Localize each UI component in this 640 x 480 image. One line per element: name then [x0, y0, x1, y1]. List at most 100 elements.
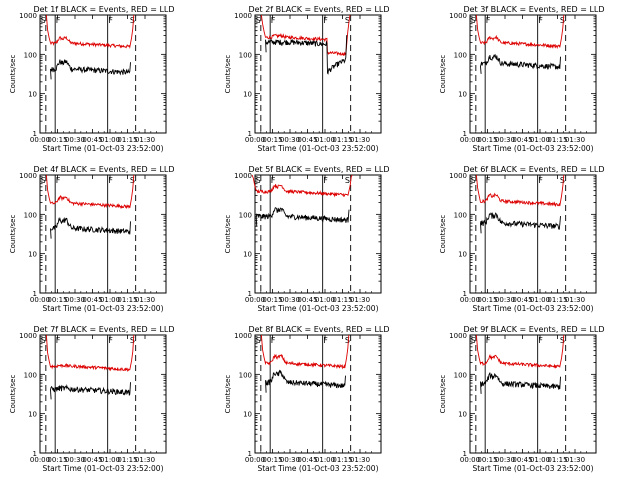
x-tick-label: 00:15 [477, 296, 497, 304]
x-axis-label: Start Time (01-Oct-03 23:52:00) [42, 464, 163, 473]
lld-series-line [475, 14, 565, 50]
y-tick-label: 1000 [19, 172, 37, 180]
x-tick-label: 00:15 [262, 296, 282, 304]
x-tick-label: 01:00 [315, 136, 335, 144]
plot-frame [39, 334, 167, 454]
lld-series-line [475, 174, 565, 208]
x-tick-label: 00:15 [47, 456, 67, 464]
panel-2: Det 2f BLACK = Events, RED = LLD 1 10 100 10… [224, 5, 390, 153]
x-axis-label: Start Time (01-Oct-03 23:52:00) [472, 144, 593, 153]
lld-series-line [260, 14, 351, 57]
x-axis-label: Start Time (01-Oct-03 23:52:00) [42, 144, 163, 153]
lld-series-line [45, 14, 135, 49]
y-tick-label: 1000 [449, 172, 467, 180]
flag-label: S [560, 336, 565, 345]
panel-title: Det 8f BLACK = Events, RED = LLD [248, 325, 389, 334]
x-axis-label: Start Time (01-Oct-03 23:52:00) [257, 144, 378, 153]
x-tick-label: 01:00 [100, 136, 120, 144]
x-tick-label: 00:15 [477, 136, 497, 144]
flag-label: S [471, 176, 476, 185]
x-tick-label: 00:15 [262, 136, 282, 144]
x-tick-label: 01:00 [100, 456, 120, 464]
events-series-line [50, 216, 131, 239]
panel-title: Det 6f BLACK = Events, RED = LLD [463, 165, 604, 174]
x-tick-label: 00:45 [82, 136, 102, 144]
x-tick-label: 00:45 [512, 136, 532, 144]
flag-label: S [41, 176, 46, 185]
x-tick-label: 01:30 [565, 136, 585, 144]
y-tick-label: 10 [28, 251, 37, 259]
panel-6: Det 6f BLACK = Events, RED = LLD 1 10 100 10… [439, 165, 605, 313]
flag-label: F [56, 336, 61, 345]
x-tick-label: 01:00 [530, 136, 550, 144]
lld-series-line [45, 174, 135, 210]
x-tick-label: 00:00 [460, 456, 480, 464]
panel-title: Det 7f BLACK = Events, RED = LLD [33, 325, 174, 334]
y-axis-label: Counts/sec [439, 375, 447, 414]
y-axis-label: Counts/sec [9, 215, 17, 254]
x-tick-label: 00:00 [245, 456, 265, 464]
y-axis-label: Counts/sec [439, 215, 447, 254]
y-tick-label: 1000 [234, 172, 252, 180]
x-tick-label: 00:00 [245, 296, 265, 304]
x-tick-label: 01:15 [332, 456, 352, 464]
y-tick-label: 1 [33, 130, 37, 138]
flag-label: S [560, 176, 565, 185]
x-tick-label: 00:15 [47, 296, 67, 304]
plot-frame [39, 14, 167, 134]
panel-title: Det 5f BLACK = Events, RED = LLD [248, 165, 389, 174]
x-tick-label: 00:30 [65, 456, 85, 464]
x-tick-label: 01:30 [135, 296, 155, 304]
x-tick-label: 00:45 [297, 456, 317, 464]
x-tick-label: 00:30 [280, 296, 300, 304]
x-tick-label: 01:15 [547, 136, 567, 144]
x-axis-label: Start Time (01-Oct-03 23:52:00) [472, 464, 593, 473]
flag-label: S [41, 16, 46, 25]
flag-label: F [108, 176, 113, 185]
x-tick-label: 00:45 [297, 296, 317, 304]
x-axis-label: Start Time (01-Oct-03 23:52:00) [42, 304, 163, 313]
x-tick-label: 00:30 [495, 136, 515, 144]
flag-label: S [256, 16, 261, 25]
y-tick-label: 10 [458, 411, 467, 419]
x-tick-label: 00:15 [477, 456, 497, 464]
x-tick-label: 01:30 [135, 136, 155, 144]
panel-title: Det 2f BLACK = Events, RED = LLD [248, 5, 389, 14]
plot-frame [469, 174, 597, 294]
x-tick-label: 00:15 [262, 456, 282, 464]
lld-series-line [45, 334, 135, 372]
flag-label: S [345, 16, 350, 25]
events-series-line [480, 211, 561, 234]
x-tick-label: 00:30 [65, 136, 85, 144]
events-series-line [479, 372, 561, 394]
x-tick-label: 00:30 [280, 456, 300, 464]
x-tick-label: 01:15 [117, 456, 137, 464]
x-tick-label: 01:00 [530, 296, 550, 304]
panel-title: Det 1f BLACK = Events, RED = LLD [33, 5, 174, 14]
flag-label: F [271, 336, 276, 345]
y-axis-label: Counts/sec [224, 55, 232, 94]
y-tick-label: 1000 [449, 332, 467, 340]
x-tick-label: 00:45 [512, 456, 532, 464]
x-tick-label: 01:15 [117, 136, 137, 144]
flag-label: F [108, 16, 113, 25]
y-axis-label: Counts/sec [224, 215, 232, 254]
flag-label: S [471, 16, 476, 25]
panel-7: Det 7f BLACK = Events, RED = LLD 1 10 100 10… [9, 325, 175, 473]
y-tick-label: 1 [33, 290, 37, 298]
x-tick-label: 00:45 [82, 456, 102, 464]
y-tick-label: 1000 [19, 12, 37, 20]
x-tick-label: 00:00 [30, 456, 50, 464]
y-tick-label: 100 [239, 211, 252, 219]
y-tick-label: 10 [243, 251, 252, 259]
flag-label: F [323, 16, 328, 25]
plot-frame [254, 14, 382, 134]
panel-3: Det 3f BLACK = Events, RED = LLD 1 10 100 10… [439, 5, 605, 153]
y-tick-label: 10 [28, 91, 37, 99]
y-tick-label: 1 [463, 130, 467, 138]
events-series-line [255, 207, 350, 227]
y-tick-label: 100 [24, 211, 37, 219]
y-tick-label: 100 [239, 51, 252, 59]
